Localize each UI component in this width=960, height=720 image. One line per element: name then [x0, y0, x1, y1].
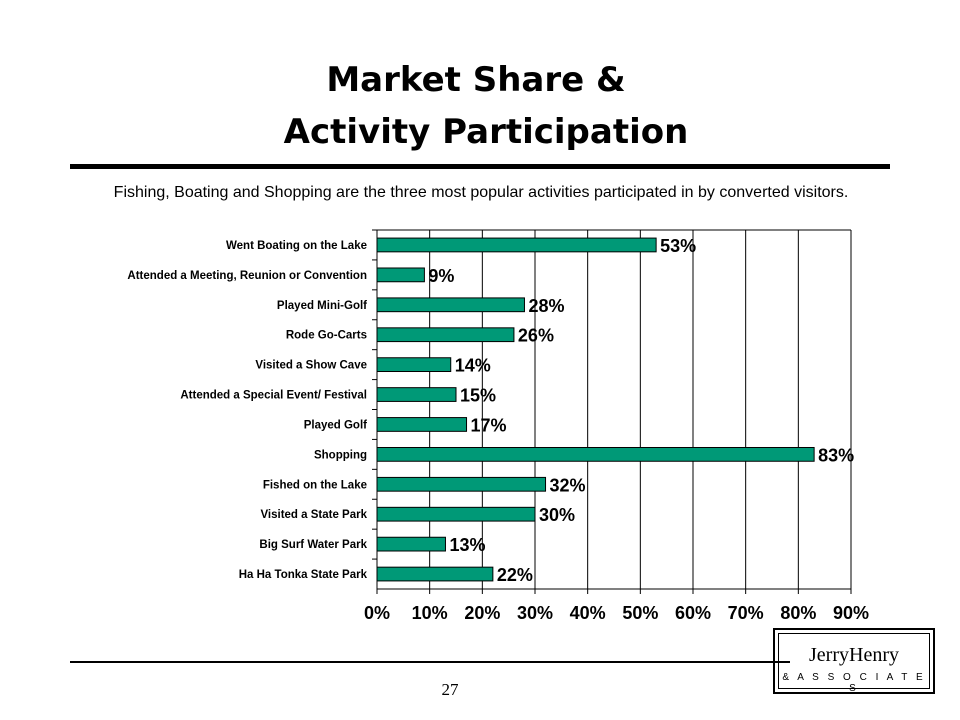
bar [376, 536, 446, 552]
bar [376, 446, 815, 462]
category-label: Attended a Meeting, Reunion or Conventio… [127, 270, 367, 282]
data-label: 28% [528, 296, 564, 316]
x-tick-label: 60% [675, 603, 711, 623]
data-label: 15% [460, 386, 496, 406]
category-label: Went Boating on the Lake [226, 240, 367, 252]
data-label: 30% [539, 505, 575, 525]
logo-frame: JerryHenry & A S S O C I A T E S [778, 633, 930, 694]
page-title-line2: Activity Participation [283, 112, 689, 152]
x-tick-label: 40% [570, 603, 606, 623]
page-number: 27 [441, 680, 459, 699]
title-divider [70, 164, 890, 169]
data-label: 14% [455, 356, 491, 376]
category-label: Visited a Show Cave [255, 360, 367, 372]
category-label: Fished on the Lake [263, 479, 367, 491]
x-tick-label: 20% [464, 603, 500, 623]
data-label: 13% [449, 535, 485, 555]
category-label: Rode Go-Carts [286, 330, 367, 342]
x-tick-label: 50% [622, 603, 658, 623]
data-label: 26% [518, 326, 554, 346]
data-label: 83% [818, 445, 854, 465]
x-tick-label: 0% [364, 603, 390, 623]
bar [376, 327, 515, 343]
bar [376, 297, 525, 313]
data-label: 9% [428, 266, 454, 286]
bar [376, 506, 536, 522]
bar [376, 357, 452, 373]
x-tick-label: 70% [728, 603, 764, 623]
bar [376, 237, 657, 253]
category-label: Ha Ha Tonka State Park [239, 569, 368, 581]
logo-subtitle: & A S S O C I A T E S [782, 672, 926, 694]
bar [376, 267, 425, 283]
category-label: Attended a Special Event/ Festival [180, 390, 367, 402]
x-tick-label: 80% [780, 603, 816, 623]
x-tick-label: 10% [412, 603, 448, 623]
x-tick-label: 30% [517, 603, 553, 623]
bar [376, 476, 547, 492]
category-label: Played Mini-Golf [277, 300, 367, 312]
bar [376, 417, 468, 432]
category-label: Big Surf Water Park [259, 539, 367, 551]
bar [376, 387, 457, 402]
x-tick-label: 90% [833, 603, 869, 623]
data-label: 17% [471, 415, 507, 435]
logo-name: JerryHenry [809, 644, 899, 666]
category-label: Played Golf [304, 419, 367, 431]
data-label: 22% [497, 565, 533, 585]
page-title-line1: Market Share & [326, 60, 626, 100]
company-logo: JerryHenry & A S S O C I A T E S [773, 628, 935, 694]
category-label: Shopping [314, 449, 367, 461]
data-label: 53% [660, 236, 696, 256]
data-label: 32% [550, 475, 586, 495]
chart-subtitle: Fishing, Boating and Shopping are the th… [113, 184, 849, 201]
category-label: Visited a State Park [260, 509, 367, 521]
bar [376, 566, 494, 582]
footer-divider [70, 661, 790, 663]
